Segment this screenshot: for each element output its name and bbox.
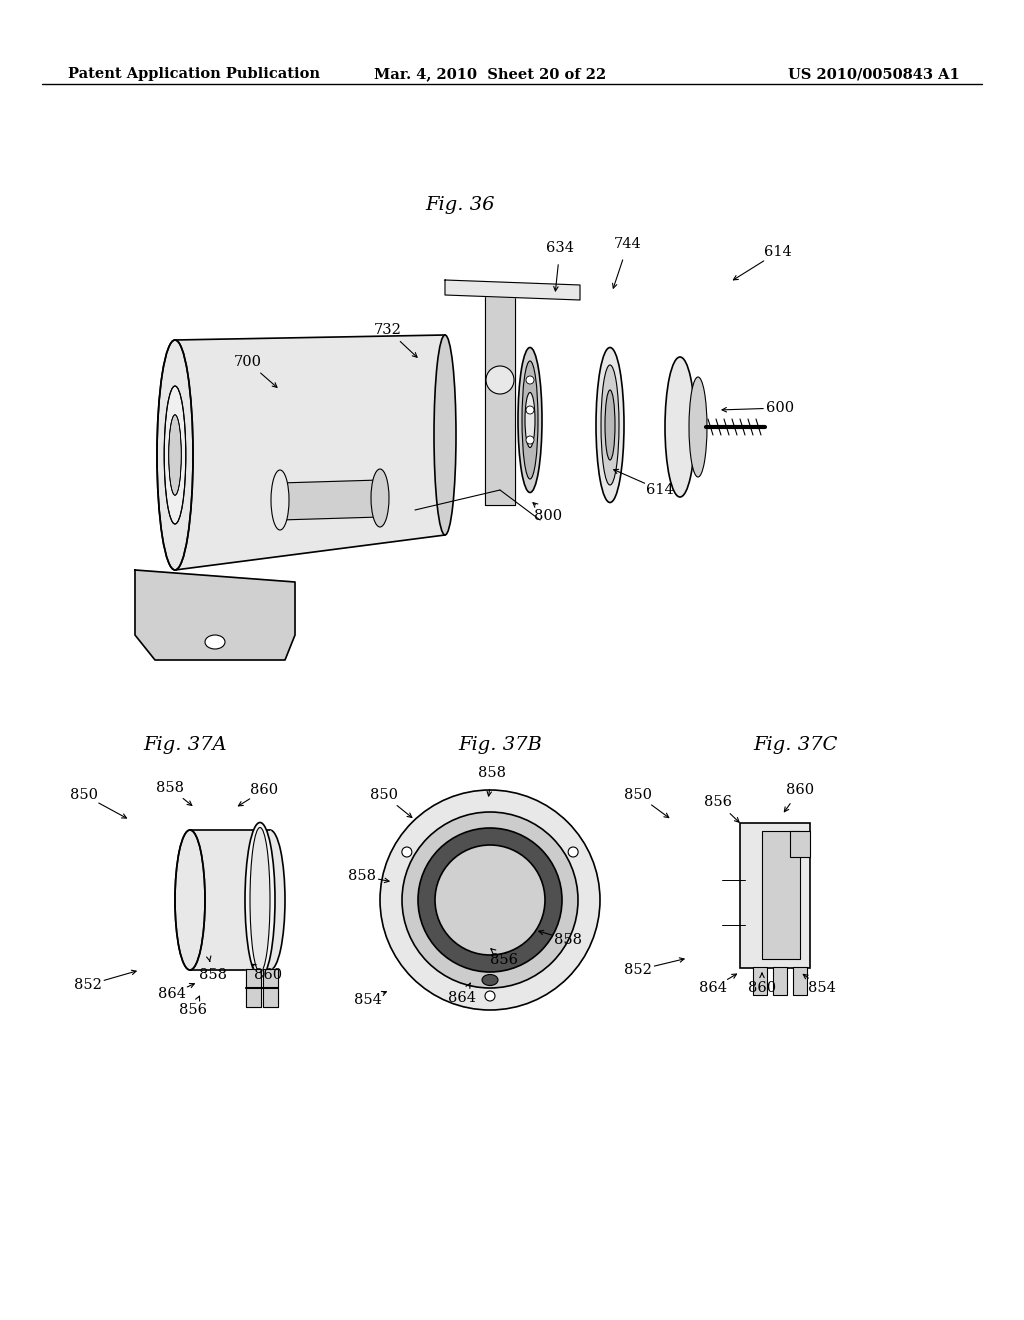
Polygon shape bbox=[263, 969, 278, 1007]
Polygon shape bbox=[280, 480, 380, 520]
Ellipse shape bbox=[665, 356, 695, 498]
Ellipse shape bbox=[175, 830, 205, 970]
Ellipse shape bbox=[485, 991, 495, 1001]
Text: 850: 850 bbox=[70, 788, 98, 803]
Bar bbox=[753, 968, 767, 995]
Text: 860: 860 bbox=[786, 783, 814, 797]
Ellipse shape bbox=[689, 378, 707, 477]
Text: 700: 700 bbox=[234, 355, 262, 370]
Ellipse shape bbox=[434, 335, 456, 535]
Text: Fig. 36: Fig. 36 bbox=[425, 195, 495, 214]
Text: 858: 858 bbox=[478, 766, 506, 780]
Ellipse shape bbox=[522, 360, 538, 479]
Text: 850: 850 bbox=[370, 788, 398, 803]
Ellipse shape bbox=[526, 407, 534, 414]
Text: Fig. 37A: Fig. 37A bbox=[143, 737, 226, 754]
Text: Mar. 4, 2010  Sheet 20 of 22: Mar. 4, 2010 Sheet 20 of 22 bbox=[374, 67, 606, 81]
Text: 600: 600 bbox=[766, 401, 794, 414]
Polygon shape bbox=[135, 570, 295, 660]
Text: Fig. 37B: Fig. 37B bbox=[458, 737, 542, 754]
Ellipse shape bbox=[526, 436, 534, 444]
Text: 860: 860 bbox=[254, 968, 282, 982]
Text: 856: 856 bbox=[490, 953, 518, 968]
Text: 614: 614 bbox=[646, 483, 674, 498]
Text: 852: 852 bbox=[624, 964, 652, 977]
Ellipse shape bbox=[164, 385, 185, 524]
Ellipse shape bbox=[157, 341, 193, 570]
Text: 860: 860 bbox=[250, 783, 279, 797]
Ellipse shape bbox=[380, 789, 600, 1010]
Ellipse shape bbox=[418, 828, 562, 972]
Bar bbox=[773, 968, 787, 995]
Text: 634: 634 bbox=[546, 242, 574, 255]
Bar bbox=[740, 822, 810, 968]
Text: 850: 850 bbox=[624, 788, 652, 803]
Ellipse shape bbox=[245, 822, 275, 978]
Ellipse shape bbox=[482, 974, 498, 986]
Polygon shape bbox=[246, 969, 261, 1007]
Bar bbox=[762, 832, 800, 960]
Bar bbox=[793, 968, 807, 995]
Text: 854: 854 bbox=[354, 993, 382, 1007]
Polygon shape bbox=[445, 280, 580, 300]
Text: 860: 860 bbox=[748, 981, 776, 995]
Text: 858: 858 bbox=[348, 869, 376, 883]
Polygon shape bbox=[485, 294, 515, 506]
Ellipse shape bbox=[371, 469, 389, 527]
Ellipse shape bbox=[518, 347, 542, 492]
Ellipse shape bbox=[605, 389, 615, 459]
Ellipse shape bbox=[401, 847, 412, 857]
Text: 744: 744 bbox=[614, 238, 642, 251]
Text: 858: 858 bbox=[199, 968, 227, 982]
Polygon shape bbox=[175, 335, 445, 570]
Ellipse shape bbox=[271, 470, 289, 531]
Ellipse shape bbox=[169, 414, 181, 495]
Polygon shape bbox=[190, 830, 270, 970]
Text: 800: 800 bbox=[534, 510, 562, 523]
Ellipse shape bbox=[402, 812, 578, 987]
Text: 852: 852 bbox=[74, 978, 102, 993]
Text: Patent Application Publication: Patent Application Publication bbox=[68, 67, 319, 81]
Text: 864: 864 bbox=[699, 981, 727, 995]
Text: 858: 858 bbox=[554, 933, 582, 946]
Text: 856: 856 bbox=[179, 1003, 207, 1016]
Ellipse shape bbox=[568, 847, 579, 857]
Bar bbox=[790, 832, 810, 857]
Ellipse shape bbox=[486, 366, 514, 393]
Text: 856: 856 bbox=[705, 795, 732, 809]
Ellipse shape bbox=[601, 366, 618, 484]
Text: 858: 858 bbox=[156, 781, 184, 795]
Ellipse shape bbox=[250, 828, 270, 973]
Ellipse shape bbox=[255, 830, 285, 970]
Ellipse shape bbox=[205, 635, 225, 649]
Text: 614: 614 bbox=[764, 246, 792, 259]
Text: 864: 864 bbox=[158, 987, 186, 1001]
Ellipse shape bbox=[435, 845, 545, 954]
Text: 854: 854 bbox=[808, 981, 836, 995]
Ellipse shape bbox=[525, 392, 535, 447]
Text: Fig. 37C: Fig. 37C bbox=[753, 737, 838, 754]
Ellipse shape bbox=[526, 376, 534, 384]
Text: 864: 864 bbox=[449, 991, 476, 1005]
Ellipse shape bbox=[596, 347, 624, 503]
Text: 732: 732 bbox=[374, 323, 402, 337]
Text: US 2010/0050843 A1: US 2010/0050843 A1 bbox=[788, 67, 961, 81]
